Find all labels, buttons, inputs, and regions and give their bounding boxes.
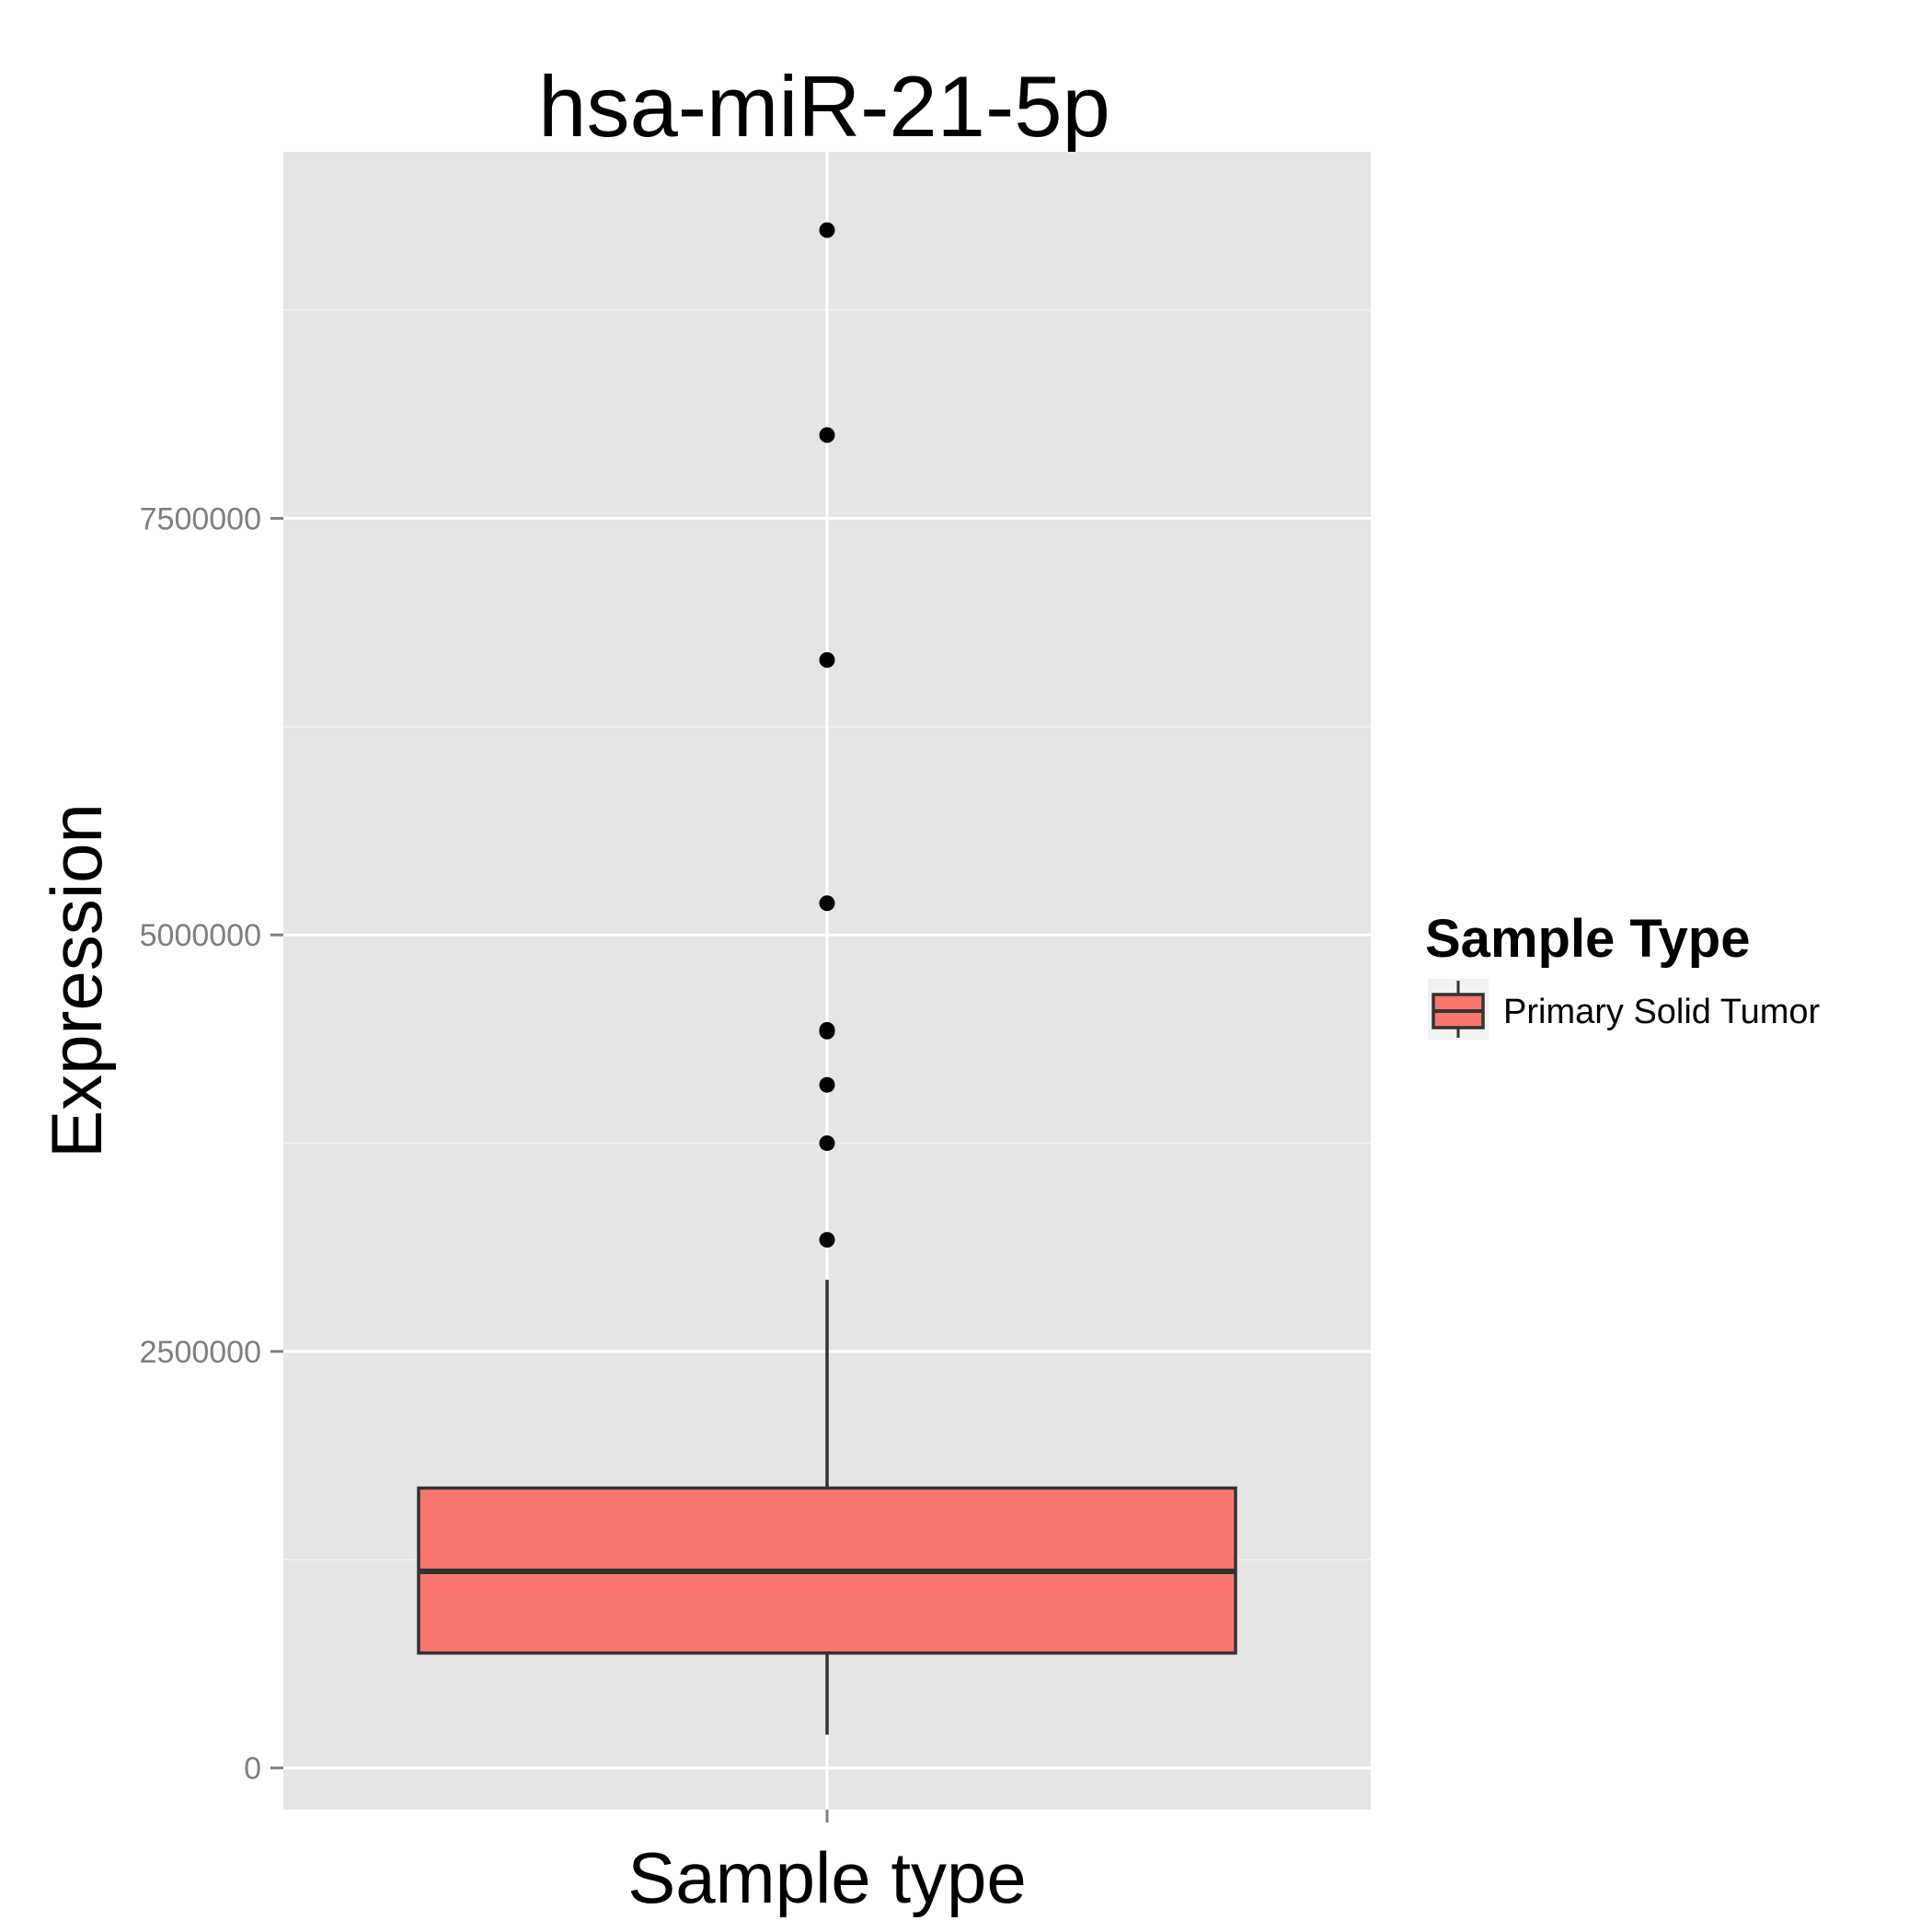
chart-title: hsa-miR-21-5p <box>538 58 1110 155</box>
y-tick-label: 0 <box>244 1752 261 1787</box>
x-axis-title: Sample type <box>627 1837 1027 1918</box>
box-series <box>417 222 1237 1735</box>
y-axis-title: Expression <box>36 803 117 1158</box>
outlier-point <box>819 651 835 668</box>
outlier-point <box>819 222 835 238</box>
y-tick-label: 5000000 <box>140 918 261 953</box>
outlier-point <box>819 1232 835 1248</box>
legend: Sample Type Primary Solid Tumor <box>1425 909 1821 1040</box>
y-tick-label: 7500000 <box>140 501 261 536</box>
outlier-point <box>819 427 835 443</box>
outlier-point <box>819 1135 835 1152</box>
outlier-point <box>819 1076 835 1093</box>
outlier-point <box>819 1021 835 1038</box>
legend-title: Sample Type <box>1425 909 1751 969</box>
y-tick-label: 2500000 <box>140 1335 261 1370</box>
legend-label: Primary Solid Tumor <box>1503 993 1821 1031</box>
y-axis: 0 2500000 5000000 7500000 <box>140 501 283 1787</box>
outlier-point <box>819 895 835 912</box>
